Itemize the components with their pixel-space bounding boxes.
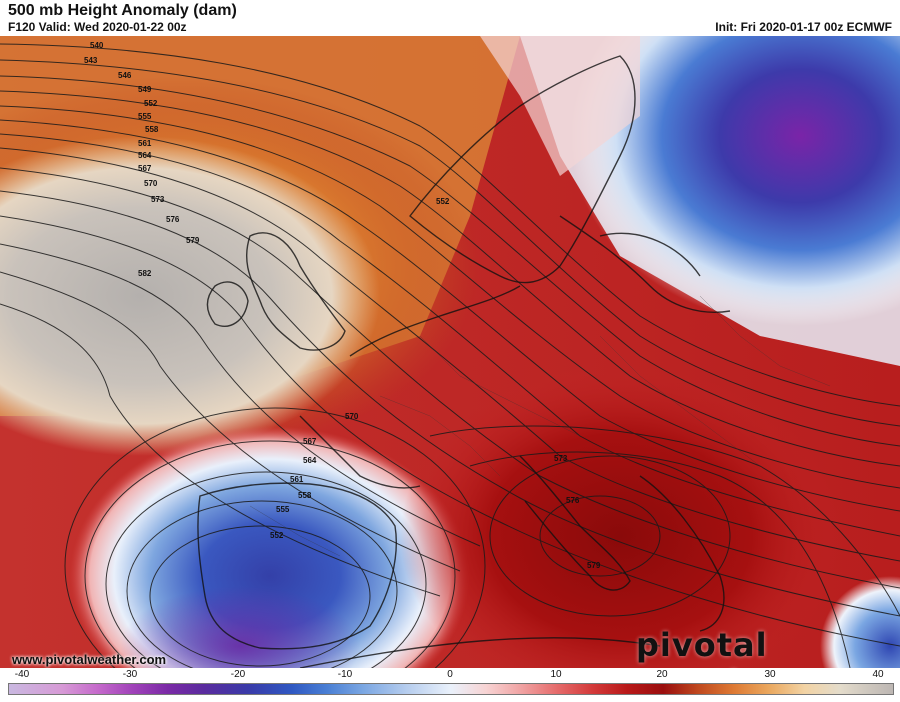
contour-label: 573 xyxy=(554,454,568,463)
colorbar-tick: 40 xyxy=(872,669,884,680)
contour-label: 558 xyxy=(145,125,159,134)
contour-label: 561 xyxy=(290,475,304,484)
anomaly-map: 540 543 546 549 552 555 558 561 564 567 … xyxy=(0,36,900,668)
contour-labels: 540 543 546 549 552 555 558 561 564 567 … xyxy=(84,41,601,570)
map-title: 500 mb Height Anomaly (dam) xyxy=(8,2,237,19)
contour-label: 582 xyxy=(138,269,152,278)
colorbar-tick: 20 xyxy=(656,669,668,680)
colorbar-tick: -30 xyxy=(122,669,138,680)
colorbar-tick: 0 xyxy=(447,669,453,680)
colorbar-strip xyxy=(8,683,894,695)
contour-label: 579 xyxy=(186,236,200,245)
coastlines xyxy=(197,55,731,668)
colorbar-tick: 10 xyxy=(550,669,562,680)
contour-label: 543 xyxy=(84,56,98,65)
contour-label: 540 xyxy=(90,41,104,50)
colorbar-tick: 30 xyxy=(764,669,776,680)
borders xyxy=(249,295,831,557)
colorbar-ticks: -40 -30 -20 -10 0 10 20 30 40 xyxy=(0,668,900,682)
contour-label: 564 xyxy=(303,456,317,465)
site-url: www.pivotalweather.com xyxy=(12,652,167,667)
contour-label: 564 xyxy=(138,151,152,160)
contour-label: 552 xyxy=(270,531,284,540)
contour-label: 570 xyxy=(345,412,359,421)
map-panel: 540 543 546 549 552 555 558 561 564 567 … xyxy=(0,36,900,668)
init-time: Init: Fri 2020-01-17 00z ECMWF xyxy=(715,20,892,34)
contour-label: 552 xyxy=(144,99,158,108)
contour-label: 555 xyxy=(138,112,152,121)
colorbar-tick: -10 xyxy=(337,669,353,680)
contour-label: 576 xyxy=(166,215,180,224)
colorbar-tick: -40 xyxy=(14,669,30,680)
contour-label: 555 xyxy=(276,505,290,514)
height-contours xyxy=(0,43,900,668)
contour-label: 558 xyxy=(298,491,312,500)
contour-label: 561 xyxy=(138,139,152,148)
colorbar: -40 -30 -20 -10 0 10 20 30 40 xyxy=(0,668,900,695)
contour-label: 567 xyxy=(138,164,152,173)
header: 500 mb Height Anomaly (dam) F120 Valid: … xyxy=(0,0,900,36)
contour-label: 546 xyxy=(118,71,132,80)
colorbar-tick: -20 xyxy=(230,669,246,680)
contour-label: 576 xyxy=(566,496,580,505)
contour-label: 570 xyxy=(144,179,158,188)
contour-label: 567 xyxy=(303,437,317,446)
contour-label: 573 xyxy=(151,195,165,204)
valid-time: F120 Valid: Wed 2020-01-22 00z xyxy=(8,20,187,34)
contour-label: 579 xyxy=(587,561,601,570)
contour-label: 549 xyxy=(138,85,152,94)
contour-label: 552 xyxy=(436,197,450,206)
